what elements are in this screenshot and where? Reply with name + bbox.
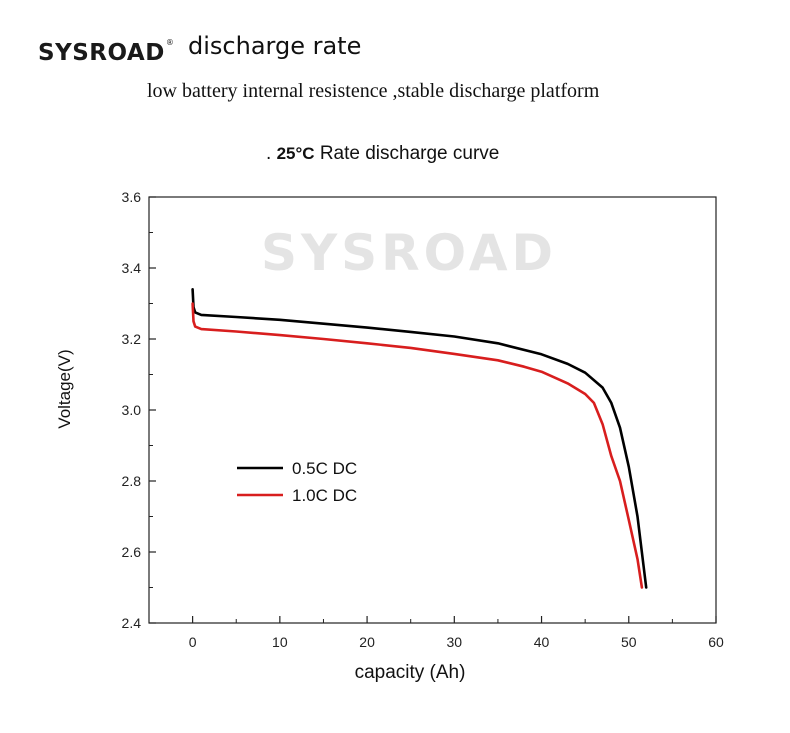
logo-text: SYSROAD (38, 40, 165, 66)
y-tick-label: 3.4 (122, 260, 142, 276)
x-tick-label: 0 (189, 634, 197, 650)
y-tick-label: 3.2 (122, 331, 142, 347)
series-line-0 (191, 288, 648, 589)
x-tick-label: 60 (708, 634, 724, 650)
y-tick-label: 2.4 (122, 615, 142, 631)
x-tick-label: 20 (359, 634, 375, 650)
registered-mark: ® (165, 38, 175, 48)
brand-logo: SYSROAD® (38, 38, 175, 66)
y-tick-label: 2.8 (122, 473, 142, 489)
page-title: discharge rate (188, 32, 362, 60)
chart-heading-prefix: . (266, 143, 272, 164)
page-subtitle: low battery internal resistence ,stable … (147, 80, 600, 102)
chart-heading: . 25°C Rate discharge curve (266, 143, 499, 165)
y-tick-label: 3.0 (122, 402, 142, 418)
x-tick-label: 50 (621, 634, 637, 650)
legend-label-1: 1.0C DC (292, 486, 357, 505)
x-tick-label: 30 (447, 634, 463, 650)
x-axis-label: capacity (Ah) (355, 662, 466, 683)
y-tick-label: 2.6 (122, 544, 142, 560)
chart-heading-text: Rate discharge curve (319, 143, 500, 164)
legend-label-0: 0.5C DC (292, 459, 357, 478)
y-axis-label: Voltage(V) (55, 349, 74, 428)
y-tick-label: 3.6 (122, 189, 142, 205)
watermark-text: SYSROAD (261, 224, 557, 282)
x-tick-label: 10 (272, 634, 288, 650)
series-line-1 (191, 302, 644, 589)
chart-heading-temperature: 25°C (276, 144, 315, 163)
x-tick-label: 40 (534, 634, 550, 650)
